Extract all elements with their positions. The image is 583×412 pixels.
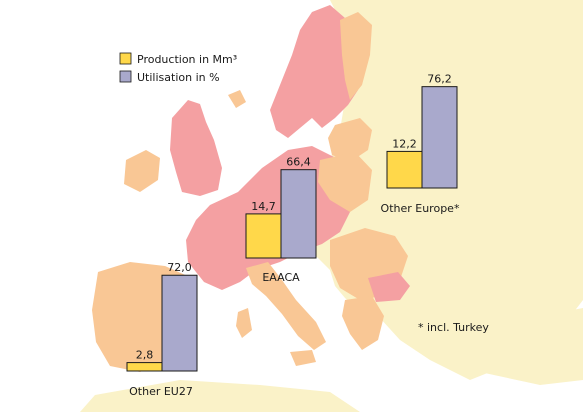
legend-label-utilisation: Utilisation in % <box>137 71 220 84</box>
map-region-uk <box>170 100 222 196</box>
map-region-italy <box>246 262 326 350</box>
data-label-utilisation-0: 66,4 <box>286 156 311 169</box>
category-label-0: EAACA <box>262 271 300 284</box>
bar-utilisation-0 <box>280 169 317 259</box>
map-region-sicily <box>290 350 316 366</box>
map-region-finland <box>340 12 372 100</box>
legend-label-production: Production in Mm³ <box>137 53 237 66</box>
data-label-production-2: 12,2 <box>392 137 417 150</box>
bar-production-1 <box>126 362 163 372</box>
category-label-1: Other EU27 <box>129 385 193 398</box>
map-region-turkey <box>410 308 583 385</box>
legend: Production in Mm³ Utilisation in % <box>119 52 237 84</box>
legend-swatch-production <box>119 52 132 65</box>
map-region-north-africa <box>80 380 360 412</box>
bar-utilisation-1 <box>161 274 198 372</box>
bar-utilisation-2 <box>421 86 458 189</box>
map-region-ireland <box>124 150 160 192</box>
legend-swatch-utilisation <box>119 70 132 83</box>
data-label-production-1: 2,8 <box>136 349 154 362</box>
data-label-production-0: 14,7 <box>251 200 276 213</box>
bar-production-2 <box>386 150 423 189</box>
map-region-sardinia <box>236 308 252 338</box>
data-label-utilisation-1: 72,0 <box>167 261 192 274</box>
map-region-scandinavia <box>270 5 360 138</box>
map-region-poland <box>318 152 372 212</box>
bar-groups: 14,7 66,4 EAACA 2,8 72,0 Other EU27 12,2 76,2 Ot… <box>126 73 460 398</box>
map-region-greece <box>342 296 384 350</box>
data-label-utilisation-2: 76,2 <box>427 73 452 86</box>
map-region-baltics <box>328 118 372 162</box>
bar-production-0 <box>245 213 282 259</box>
map-region-north-sea-islands <box>228 90 246 108</box>
map-region-southeast-eaaca <box>368 272 410 302</box>
category-label-2: Other Europe* <box>381 202 460 215</box>
footnote: * incl. Turkey <box>418 321 489 334</box>
